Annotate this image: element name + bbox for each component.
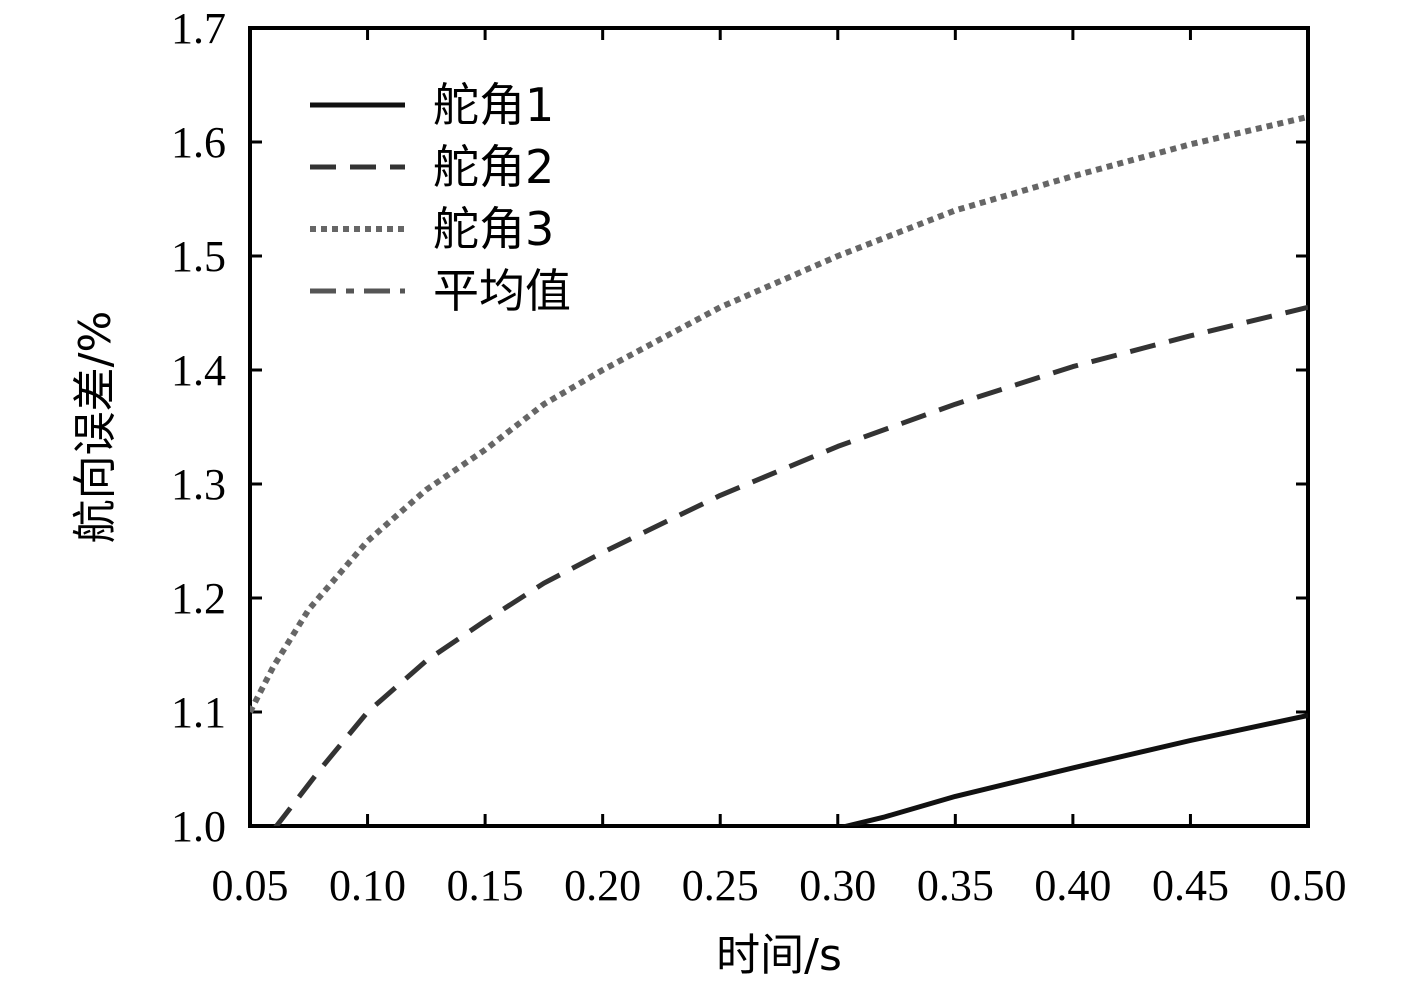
y-tick-label: 1.1 [171,688,226,737]
y-tick-label: 1.0 [171,802,226,851]
x-tick-label: 0.45 [1152,861,1229,910]
plot-frame [248,26,1310,828]
series-line-2 [273,304,1308,826]
x-tick-label: 0.05 [212,861,289,910]
x-tick-label: 0.40 [1034,861,1111,910]
series-line-1 [250,712,1308,826]
legend-label-3: 舵角3 [433,202,554,256]
x-tick-label: 0.35 [917,861,994,910]
y-axis-ticks: 1.0 1.1 1.2 1.3 1.4 1.5 1.6 1.7 [171,4,1308,851]
y-axis-title: 航向误差/% [70,311,121,544]
series-layer [250,113,1308,826]
x-tick-label: 0.25 [682,861,759,910]
y-tick-label: 1.3 [171,460,226,509]
y-tick-label: 1.2 [171,574,226,623]
x-tick-label: 0.30 [799,861,876,910]
y-tick-label: 1.7 [171,4,226,53]
legend-label-1: 舵角1 [433,78,554,132]
x-tick-label: 0.50 [1270,861,1347,910]
x-tick-label: 0.15 [447,861,524,910]
legend-label-2: 舵角2 [433,140,554,194]
y-tick-label: 1.4 [171,346,226,395]
x-axis-title: 时间/s [716,930,842,981]
x-axis-ticks: 0.05 0.10 0.15 0.20 0.25 0.30 0.35 0.40 0.45 0.50 [212,28,1347,910]
legend-label-4: 平均值 [433,264,571,318]
y-tick-label: 1.6 [171,118,226,167]
x-tick-label: 0.10 [329,861,406,910]
x-tick-label: 0.20 [564,861,641,910]
series-line-3 [250,113,1308,714]
y-tick-label: 1.5 [171,232,226,281]
legend: 舵角1 舵角2 舵角3 平均值 [310,78,571,318]
